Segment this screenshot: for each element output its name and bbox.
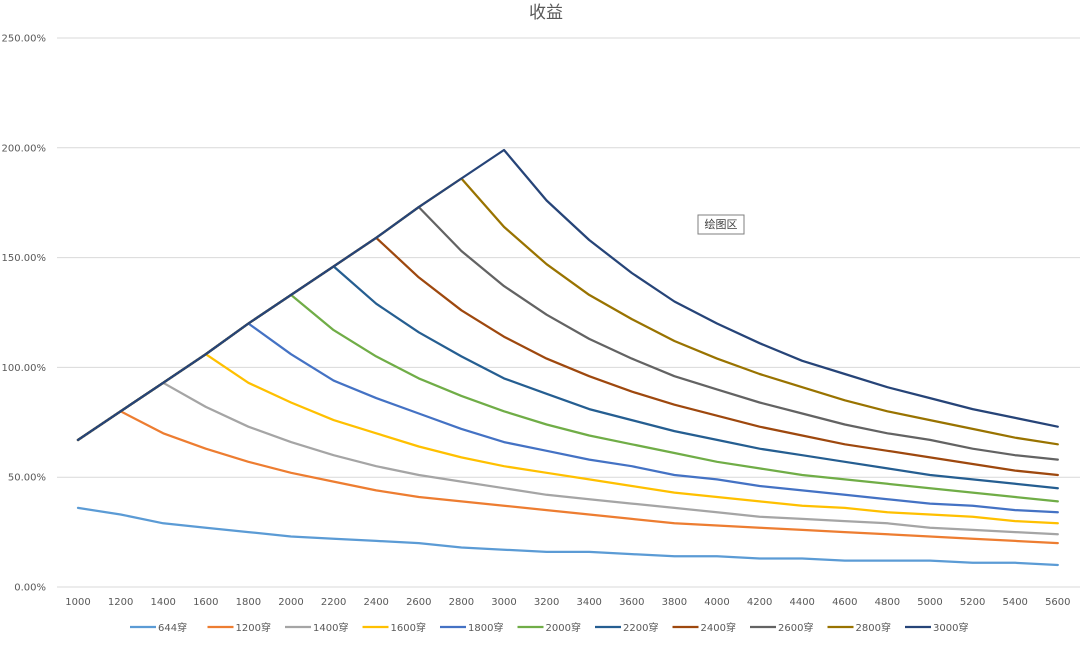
- legend-label: 2000穿: [546, 621, 581, 634]
- legend-label: 2600穿: [778, 621, 813, 634]
- x-tick-label: 3200: [534, 597, 559, 608]
- series-lines: [76, 148, 1059, 567]
- legend-label: 2400穿: [701, 621, 736, 634]
- legend-label: 2200穿: [623, 621, 658, 634]
- x-tick-label: 4400: [789, 597, 814, 608]
- chart-title: 收益: [529, 3, 563, 23]
- y-tick-label: 100.00%: [2, 363, 47, 374]
- x-tick-label: 4200: [747, 597, 772, 608]
- x-tick-label: 5600: [1045, 597, 1070, 608]
- series-line: [76, 353, 1059, 525]
- x-tick-label: 1000: [65, 597, 90, 608]
- y-tick-label: 50.00%: [8, 473, 46, 484]
- tooltip-box: [697, 214, 745, 235]
- y-tick-label: 150.00%: [2, 253, 47, 264]
- x-tick-label: 4000: [704, 597, 729, 608]
- plot-area-tooltip: 绘图区: [697, 214, 745, 235]
- x-tick-label: 5000: [917, 597, 942, 608]
- x-tick-label: 1200: [108, 597, 133, 608]
- series-line: [76, 410, 1059, 545]
- x-tick-label: 3400: [576, 597, 601, 608]
- x-tick-label: 2200: [321, 597, 346, 608]
- x-tick-label: 3000: [491, 597, 516, 608]
- x-tick-label: 5400: [1002, 597, 1027, 608]
- y-tick-label: 200.00%: [2, 143, 47, 154]
- x-tick-label: 3800: [662, 597, 687, 608]
- x-axis-tick-labels: 1000 1200 1400 1600 1800 2000 2200 2400 2600 2800…: [65, 597, 1070, 608]
- x-tick-label: 1800: [236, 597, 261, 608]
- legend-label: 644穿: [158, 621, 187, 634]
- x-tick-label: 4600: [832, 597, 857, 608]
- x-tick-label: 2600: [406, 597, 431, 608]
- tooltip-label: 绘图区: [705, 217, 738, 231]
- legend-label: 1600穿: [391, 621, 426, 634]
- x-tick-label: 5200: [960, 597, 985, 608]
- legend-label: 1200穿: [236, 621, 271, 634]
- legend: 644穿 1200穿 1400穿 1600穿 1800穿 2000穿 2200穿 2400穿 2…: [130, 621, 968, 634]
- series-line: [76, 381, 1059, 536]
- x-tick-label: 1400: [150, 597, 175, 608]
- y-tick-label: 250.00%: [2, 34, 47, 45]
- y-axis-tick-labels: 0.00% 50.00% 100.00% 150.00% 200.00% 250.00%: [2, 34, 47, 594]
- y-tick-label: 0.00%: [14, 583, 46, 594]
- legend-label: 1400穿: [313, 621, 348, 634]
- series-line: [76, 148, 1059, 442]
- legend-label: 1800穿: [468, 621, 503, 634]
- x-tick-label: 3600: [619, 597, 644, 608]
- x-tick-label: 1600: [193, 597, 218, 608]
- series-line: [76, 506, 1059, 567]
- x-tick-label: 2000: [278, 597, 303, 608]
- legend-label: 3000穿: [933, 621, 968, 634]
- x-tick-label: 4800: [875, 597, 900, 608]
- x-tick-label: 2400: [363, 597, 388, 608]
- x-tick-label: 2800: [449, 597, 474, 608]
- legend-label: 2800穿: [856, 621, 891, 634]
